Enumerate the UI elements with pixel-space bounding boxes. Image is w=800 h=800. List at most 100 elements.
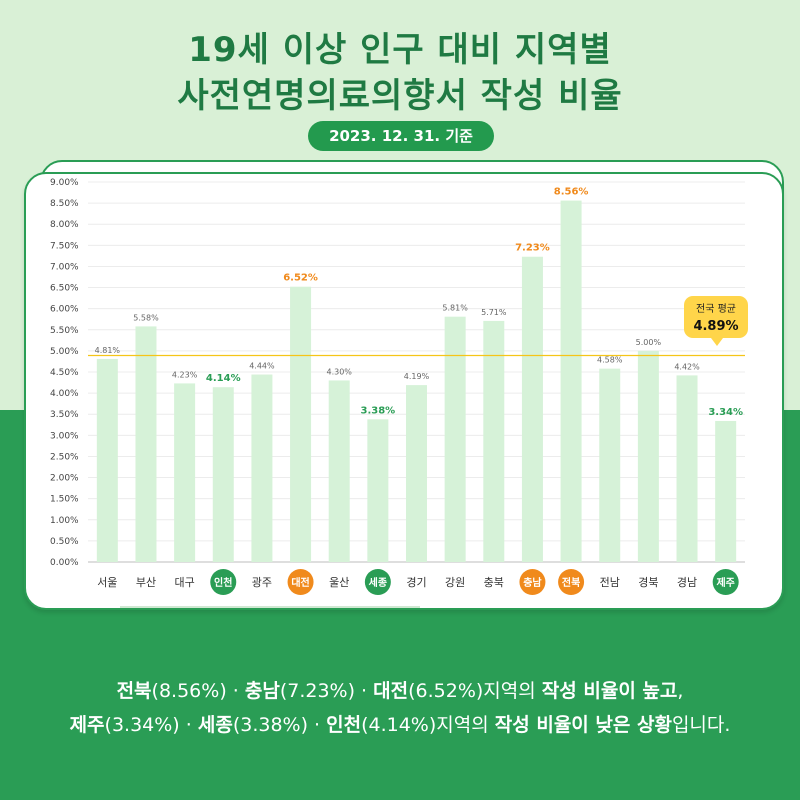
summary-text: (8.56%) · [151,680,245,702]
y-tick-label: 3.50% [50,410,79,420]
y-tick-label: 7.00% [50,262,79,272]
category-badge [519,569,546,595]
bar [251,374,273,562]
bar [96,358,118,562]
bar-value-label: 4.81% [95,346,121,355]
category-label: 제주 [716,576,734,589]
category-label: 서울 [97,576,117,589]
y-tick-label: 2.00% [50,474,79,484]
summary-emphasis: 작성 비율이 낮은 상황 [494,714,672,736]
category-label: 부산 [136,576,156,589]
category-label: 울산 [329,576,349,589]
bar-value-label: 4.30% [326,367,352,376]
summary-emphasis: 제주 [69,714,105,736]
bar [328,380,350,562]
bar [290,286,312,562]
category-label: 경남 [677,576,697,589]
bar-value-label: 7.23% [515,243,550,254]
bar-value-label: 6.52% [283,273,318,284]
category-label: 대전 [291,576,309,589]
bar [174,383,196,562]
summary-text: (3.34%) · [104,714,198,736]
summary-text: 입니다. [671,714,731,736]
category-label: 인천 [214,576,232,589]
category-badge [364,569,391,595]
y-tick-label: 1.00% [50,516,79,526]
category-label: 세종 [369,576,387,589]
bar-value-label: 8.56% [554,187,589,198]
summary-text: , [677,680,684,702]
summary-line-1: 전북(8.56%) · 충남(7.23%) · 대전(6.52%)지역의 작성 … [0,676,800,703]
category-label: 충북 [484,576,504,589]
summary-line-2: 제주(3.34%) · 세종(3.38%) · 인천(4.14%)지역의 작성 … [0,710,800,737]
bar [483,320,505,562]
summary-emphasis: 세종 [197,714,233,736]
bar [560,200,582,563]
summary-emphasis: 작성 비율이 높고 [541,680,678,702]
category-badge [712,569,739,595]
category-badge [558,569,585,595]
bar [444,316,466,562]
summary-text: (3.38%) · [232,714,327,736]
y-tick-label: 7.50% [50,241,79,251]
bar [367,419,389,562]
category-label: 충남 [523,576,542,589]
y-tick-label: 2.50% [50,452,79,462]
bar-value-label: 4.58% [597,356,623,365]
average-badge [684,296,748,338]
bar [599,368,621,562]
scroll-indicator [120,606,420,608]
y-tick-label: 8.50% [50,199,79,209]
bar [521,256,543,562]
summary-emphasis: 인천 [326,714,362,736]
y-tick-label: 9.00% [50,178,79,188]
average-badge-value: 4.89% [693,319,738,334]
bar [406,385,427,562]
average-badge-pointer [711,338,723,346]
y-tick-label: 0.50% [50,537,79,547]
bar-value-label: 3.38% [361,405,396,416]
date-badge: 2023. 12. 31. 기준 [308,121,494,151]
y-tick-label: 6.00% [50,305,79,315]
category-label: 전북 [562,576,580,589]
summary-text: (6.52%)지역의 [408,680,542,702]
bar-value-label: 4.19% [404,372,430,381]
summary-text: (4.14%)지역의 [361,714,495,736]
page-title-line1: 19세 이상 인구 대비 지역별 [188,30,612,70]
y-tick-label: 6.50% [50,284,79,294]
y-tick-label: 4.00% [50,389,79,399]
category-label: 경기 [406,576,426,589]
category-label: 강원 [445,576,465,589]
summary-emphasis: 충남 [244,680,280,702]
category-badge [287,569,314,595]
bar-value-label: 5.00% [636,338,662,347]
summary-text: (7.23%) · [279,680,374,702]
bar-value-label: 3.34% [708,407,743,418]
bar [676,375,698,562]
category-label: 경북 [638,576,658,589]
bar-value-label: 4.42% [674,362,700,371]
category-label: 전남 [600,576,620,589]
bar-value-label: 4.14% [206,373,241,384]
bar [637,350,659,562]
category-badge [210,569,237,595]
y-tick-label: 4.50% [50,368,79,378]
summary-emphasis: 전북 [116,680,152,702]
page-title-line2: 사전연명의료의향서 작성 비율 [177,76,623,116]
bar [135,326,157,562]
bar-value-label: 4.44% [249,362,275,371]
bar-value-label: 5.81% [442,304,468,313]
average-badge-title: 전국 평균 [696,303,736,315]
category-label: 광주 [252,576,272,589]
bar-value-label: 5.58% [133,313,159,322]
y-tick-label: 1.50% [50,495,79,505]
y-tick-label: 5.00% [50,347,79,357]
y-tick-label: 8.00% [50,220,79,230]
bar [715,420,737,562]
category-label: 대구 [174,576,194,589]
summary-emphasis: 대전 [373,680,409,702]
bar-value-label: 4.23% [172,370,198,379]
y-tick-label: 5.50% [50,326,79,336]
bar [212,387,234,562]
